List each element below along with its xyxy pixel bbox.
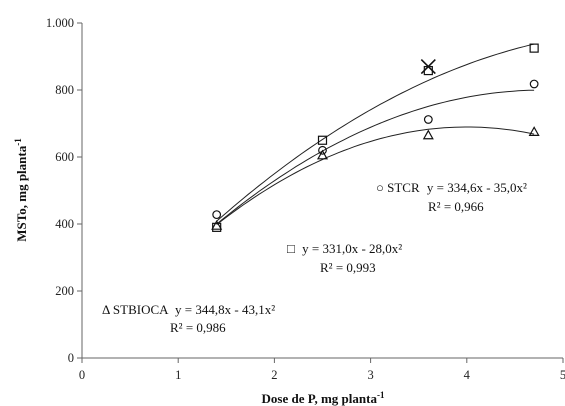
circle-point bbox=[318, 145, 327, 155]
y-tick-label: 400 bbox=[55, 217, 74, 231]
trend-lines bbox=[216, 43, 535, 225]
circle-point bbox=[212, 210, 222, 220]
y-tick-label: 0 bbox=[68, 351, 74, 365]
y-axis-title: MSTo, mg planta-1 bbox=[13, 138, 29, 242]
x-tick-label: 5 bbox=[560, 368, 565, 382]
x-cross-point bbox=[420, 58, 436, 75]
ticks: 0 1 2 3 4 5 0 200 400 600 800 1.000 bbox=[46, 16, 565, 382]
triangle-point bbox=[422, 129, 434, 140]
y-tick-label: 800 bbox=[55, 83, 74, 97]
x-tick-label: 4 bbox=[464, 368, 471, 382]
triangle-point bbox=[528, 126, 540, 136]
y-tick-label: 600 bbox=[55, 150, 74, 164]
x-tick-label: 3 bbox=[367, 368, 373, 382]
square-point bbox=[529, 43, 539, 53]
trend-line-square bbox=[216, 43, 535, 222]
square-r2-label: R² = 0,993 bbox=[320, 260, 376, 275]
stbioca-r2-label: R² = 0,986 bbox=[170, 320, 226, 335]
circle-point bbox=[423, 115, 433, 124]
x-axis-title: Dose de P, mg planta-1 bbox=[262, 390, 385, 406]
x-tick-label: 0 bbox=[79, 368, 85, 382]
trend-line-circle bbox=[216, 89, 535, 225]
stcr-r2-label: R² = 0,966 bbox=[428, 199, 484, 214]
data-points bbox=[211, 43, 540, 232]
x-tick-label: 2 bbox=[271, 368, 277, 382]
trend-line-triangle bbox=[216, 126, 535, 225]
y-tick-label: 1.000 bbox=[46, 16, 74, 30]
triangle-point bbox=[316, 149, 329, 160]
x-tick-label: 1 bbox=[175, 368, 181, 382]
square-point bbox=[317, 135, 328, 145]
square-point bbox=[423, 65, 433, 76]
y-tick-label: 200 bbox=[55, 284, 74, 298]
circle-point bbox=[529, 79, 539, 89]
stcr-equation-label: ○ STCR y = 334,6x - 35,0x² bbox=[376, 180, 527, 195]
square-equation-label: □ y = 331,0x - 28,0x² bbox=[287, 241, 402, 256]
triangle-point bbox=[211, 219, 223, 230]
stbioca-equation-label: Δ STBIOCA y = 344,8x - 43,1x² bbox=[102, 302, 275, 317]
